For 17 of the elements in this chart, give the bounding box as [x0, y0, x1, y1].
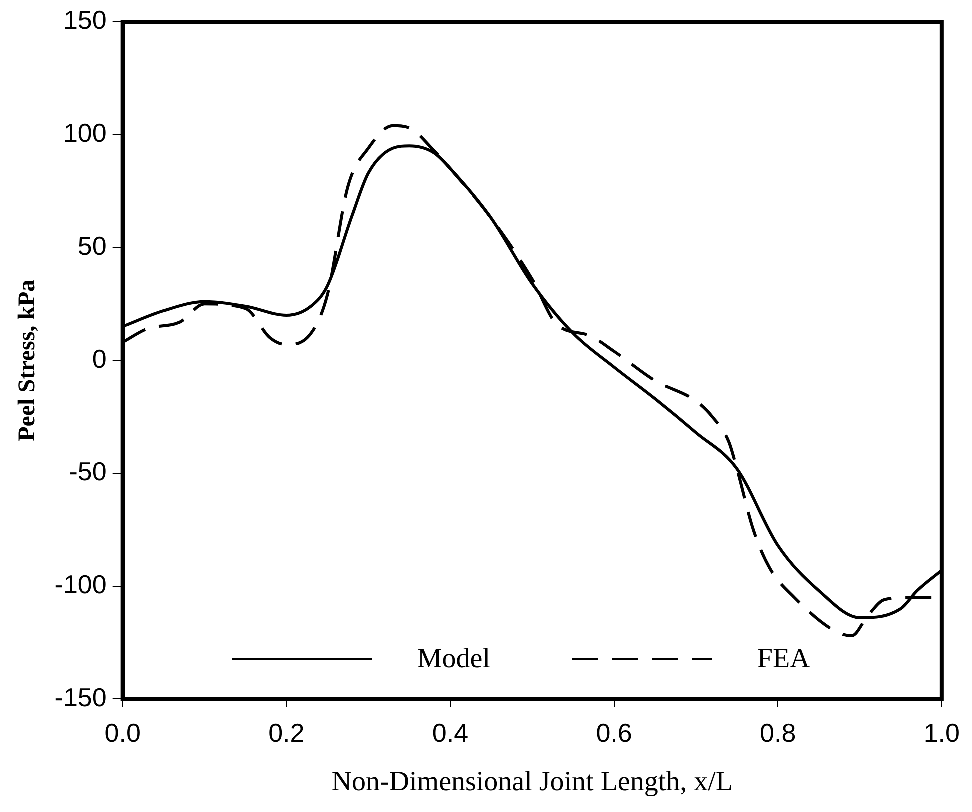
y-tick-label: 150 [63, 5, 107, 36]
x-tick-label: 0.0 [104, 718, 141, 748]
y-tick-label: 50 [78, 230, 107, 261]
x-tick-label: 1.0 [924, 718, 960, 748]
x-tick-label: 0.2 [268, 718, 305, 748]
legend-label: FEA [757, 644, 812, 675]
y-tick-label: -150 [54, 682, 107, 712]
x-tick-label: 0.4 [432, 718, 469, 748]
x-tick-label: 0.8 [760, 718, 796, 748]
y-tick-label: -50 [69, 456, 107, 487]
legend-label: Model [417, 644, 491, 675]
x-axis-title: Non-Dimensional Joint Length, x/L [332, 766, 734, 798]
y-axis-title: Peel Stress, kPa [14, 280, 41, 442]
y-tick-label: -100 [54, 570, 107, 600]
y-tick-label: 0 [92, 344, 107, 374]
x-tick-label: 0.6 [596, 718, 632, 748]
y-tick-label: 100 [63, 118, 107, 148]
